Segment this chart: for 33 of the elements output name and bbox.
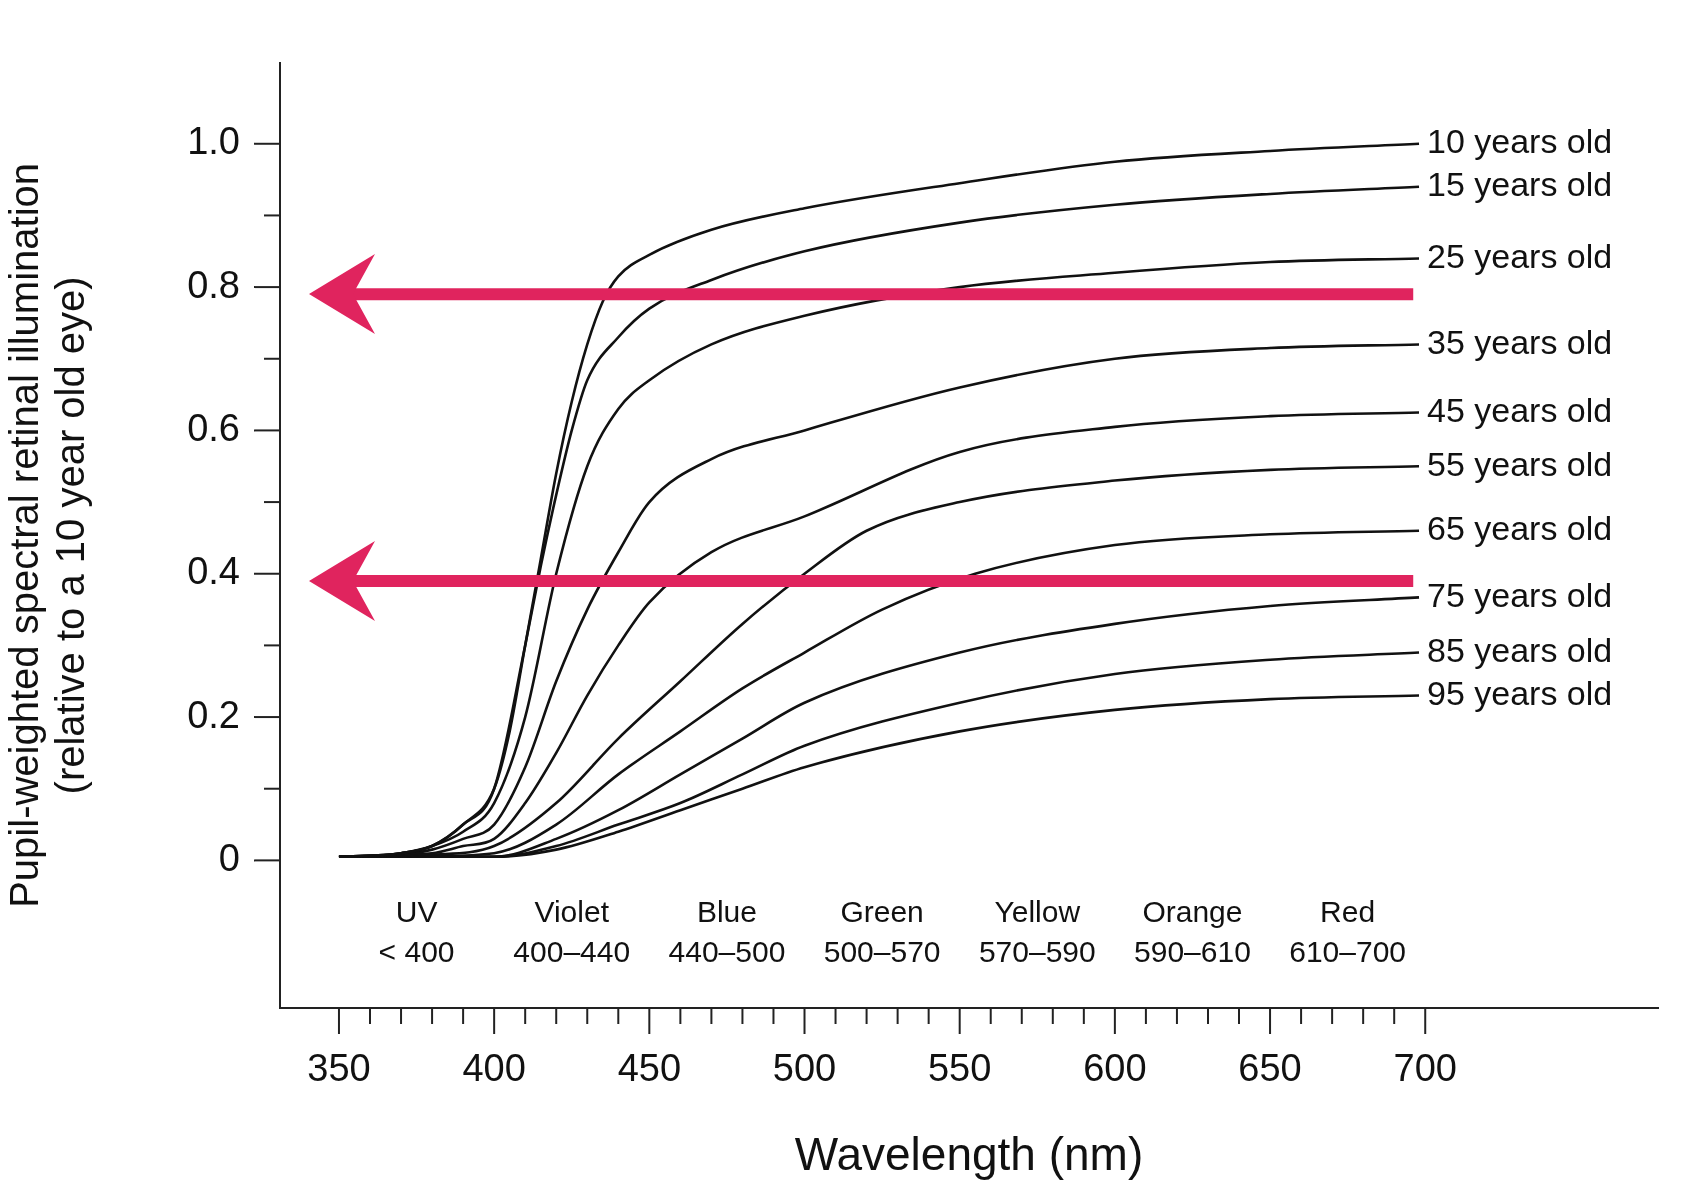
series-label: 15 years old — [1427, 165, 1613, 204]
x-tick-label: 600 — [1083, 1047, 1147, 1090]
series-label: 95 years old — [1427, 673, 1613, 712]
x-axis-title: Wavelength (nm) — [794, 1128, 1144, 1181]
y-tick-label: 0.6 — [187, 406, 240, 449]
series-label: 45 years old — [1427, 390, 1613, 429]
series-label: 10 years old — [1427, 122, 1613, 161]
y-tick-label: 0.8 — [187, 263, 240, 306]
x-tick-label: 550 — [927, 1047, 992, 1090]
series-label: 25 years old — [1427, 236, 1613, 275]
y-tick-label: 0.2 — [187, 693, 240, 736]
x-tick-label: 350 — [307, 1047, 371, 1090]
annotation: Red 610–700 — [1289, 894, 1407, 968]
y-axis-title: Pupil-weighted spectral retinal illumination (relative to a 10 year old eye) — [2, 162, 93, 908]
series-label: 75 years old — [1427, 575, 1613, 614]
x-tick-label: 650 — [1238, 1047, 1302, 1090]
annotation: Yellow 570–590 — [978, 894, 1096, 968]
series-label: 65 years old — [1427, 509, 1613, 548]
annotation: Blue 440–500 — [668, 894, 786, 968]
annotation: Green 500–570 — [823, 894, 941, 968]
annotation: Violet 400–440 — [513, 894, 631, 968]
series-label: 55 years old — [1427, 444, 1613, 483]
x-tick-label: 450 — [617, 1047, 682, 1090]
y-tick-label: 0.4 — [187, 550, 240, 593]
x-tick-label: 400 — [462, 1047, 526, 1090]
x-tick-label: 700 — [1393, 1047, 1457, 1090]
y-tick-label: 0 — [218, 836, 240, 879]
annotation: UV < 400 — [378, 894, 455, 968]
series-label: 85 years old — [1427, 630, 1613, 669]
x-tick-label: 500 — [772, 1047, 837, 1090]
series-label: 35 years old — [1427, 322, 1613, 361]
y-tick-label: 1.0 — [187, 120, 240, 163]
annotation: Orange 590–610 — [1134, 894, 1251, 968]
